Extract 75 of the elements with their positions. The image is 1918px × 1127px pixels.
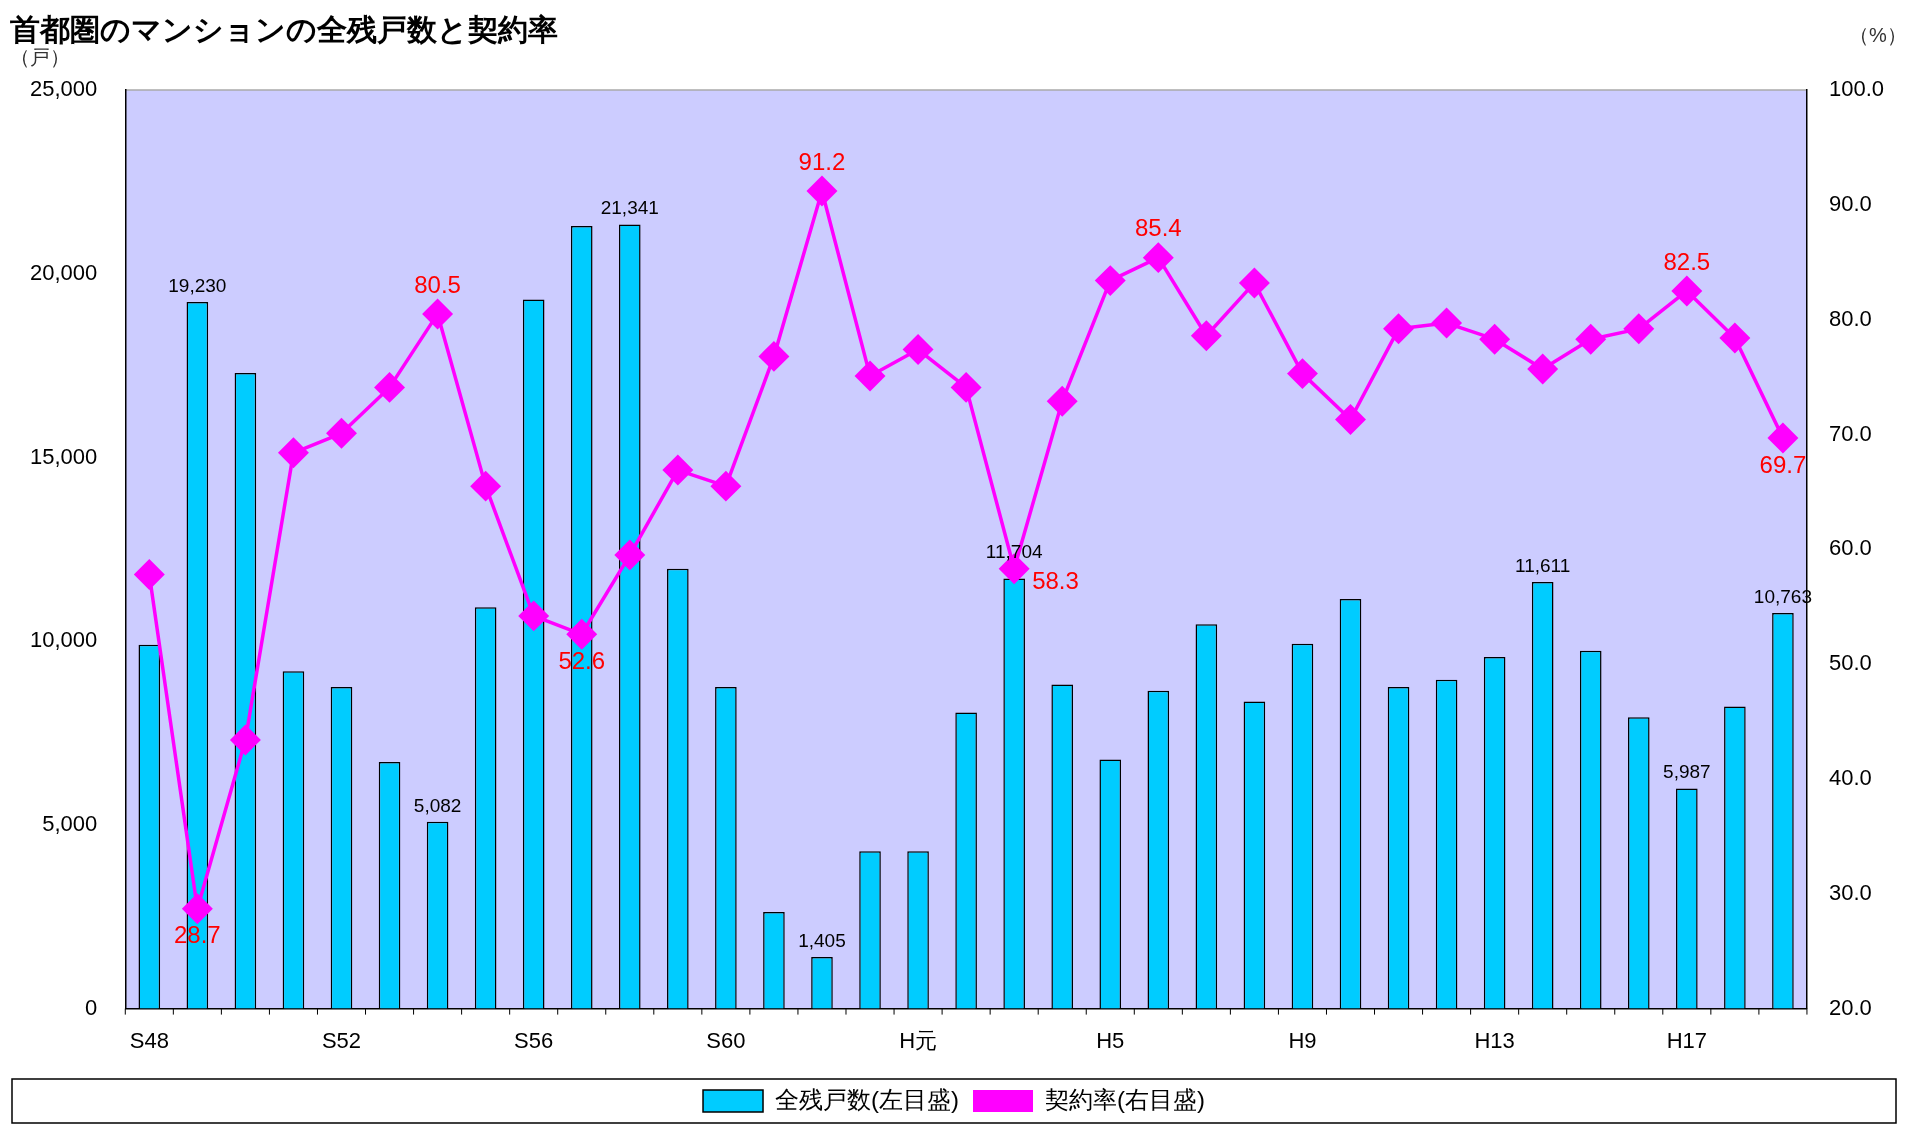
point <box>807 176 837 206</box>
x-tick-label: H元 <box>899 1027 938 1053</box>
x-tick-label: H9 <box>1288 1027 1317 1053</box>
y-tick-label: 0 <box>85 994 98 1020</box>
y-tick-label: 25,000 <box>29 76 98 102</box>
data-label: 58.3 <box>1032 567 1079 595</box>
point <box>1431 308 1462 338</box>
point <box>759 341 789 372</box>
point <box>134 559 165 590</box>
point <box>711 471 741 501</box>
data-label: 82.5 <box>1663 247 1711 275</box>
point <box>663 455 693 485</box>
point <box>326 418 357 449</box>
point <box>1624 314 1654 344</box>
point <box>903 334 933 365</box>
data-label: 85.4 <box>1134 214 1182 242</box>
y2-tick-label: 40.0 <box>1828 765 1872 791</box>
data-label: 91.2 <box>798 147 846 175</box>
y2-axis-title: （%） <box>1849 23 1907 46</box>
x-tick-label: S52 <box>321 1027 362 1053</box>
x-tick-label: H13 <box>1474 1027 1515 1053</box>
point <box>182 893 213 924</box>
legend-label: 全残戸数(左目盛) <box>775 1085 959 1113</box>
point <box>1287 358 1318 389</box>
data-label: 1,405 <box>798 929 846 951</box>
data-label: 11,611 <box>1515 554 1571 576</box>
y2-tick-label: 100.0 <box>1828 76 1885 102</box>
point <box>518 601 549 631</box>
point <box>1768 423 1798 453</box>
y2-tick-label: 70.0 <box>1828 420 1872 446</box>
point <box>1720 323 1750 353</box>
data-label: 80.5 <box>414 270 461 298</box>
point <box>1672 276 1702 306</box>
x-tick-label: H5 <box>1096 1027 1125 1053</box>
y2-tick-label: 60.0 <box>1828 535 1872 561</box>
point <box>1335 404 1366 435</box>
x-tick-label: S60 <box>706 1027 746 1053</box>
y-tick-label: 10,000 <box>29 627 98 653</box>
point <box>615 540 645 570</box>
point <box>374 372 405 403</box>
point <box>422 299 453 329</box>
x-tick-label: H17 <box>1666 1027 1708 1053</box>
point <box>855 361 885 391</box>
y2-tick-label: 20.0 <box>1828 994 1872 1020</box>
data-label: 5,987 <box>1663 761 1711 783</box>
point <box>1239 268 1270 298</box>
data-label: 5,082 <box>413 794 462 816</box>
y-tick-label: 15,000 <box>29 443 98 469</box>
point <box>230 725 261 755</box>
point <box>1383 314 1414 344</box>
data-label: 21,341 <box>600 197 659 219</box>
y2-tick-label: 50.0 <box>1828 650 1872 676</box>
point <box>1479 324 1510 354</box>
y-axis-title: （戸） <box>10 45 70 68</box>
point <box>470 471 501 501</box>
point <box>1527 354 1558 384</box>
y-tick-label: 5,000 <box>42 810 98 836</box>
y-tick-label: 20,000 <box>29 259 98 285</box>
point <box>1047 386 1077 416</box>
point <box>1575 324 1606 354</box>
point <box>1143 242 1174 273</box>
point <box>1095 265 1126 296</box>
data-label: 69.7 <box>1759 450 1807 478</box>
legend-label: 契約率(右目盛) <box>1045 1085 1205 1113</box>
x-tick-label: S48 <box>129 1027 169 1053</box>
y2-tick-label: 90.0 <box>1828 190 1872 216</box>
point <box>951 372 981 403</box>
y2-tick-label: 30.0 <box>1828 879 1872 905</box>
point <box>1191 320 1222 351</box>
chart-title: 首都圏のマンションの全残戸数と契約率 <box>10 13 558 47</box>
y2-tick-label: 80.0 <box>1828 305 1872 331</box>
data-label: 19,230 <box>168 274 227 296</box>
x-tick-label: S56 <box>514 1027 554 1053</box>
point <box>278 438 309 468</box>
point <box>566 619 597 650</box>
